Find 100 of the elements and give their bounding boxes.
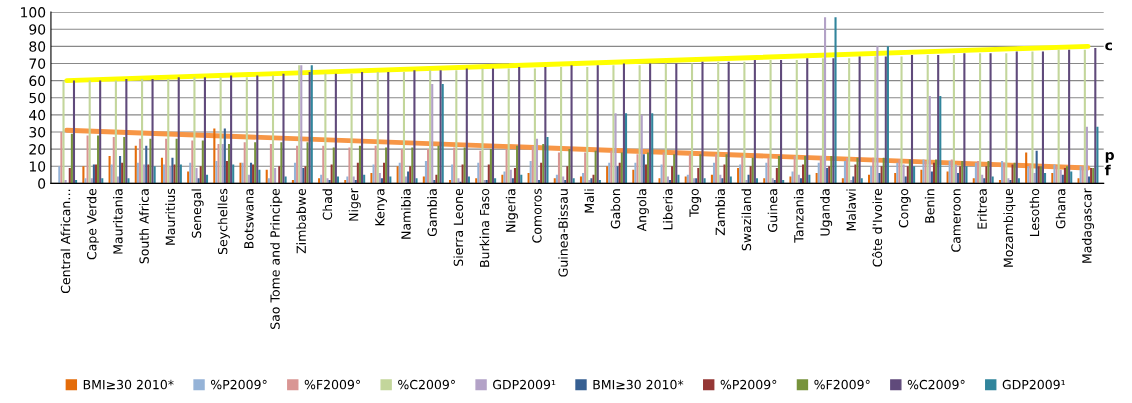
bar — [529, 161, 532, 184]
bar — [1035, 150, 1038, 184]
bar — [608, 162, 611, 184]
bar — [149, 138, 152, 184]
bar — [614, 113, 617, 184]
bar — [306, 142, 309, 184]
bar — [509, 169, 512, 184]
bar — [232, 164, 235, 184]
bar — [1085, 126, 1088, 184]
bar — [961, 161, 964, 184]
bar — [441, 84, 444, 184]
bar — [963, 53, 966, 184]
bar — [230, 75, 233, 184]
bar — [112, 137, 115, 184]
bar — [878, 173, 881, 184]
bar — [151, 78, 154, 184]
x-tick-label: Sao Tome and Principe — [270, 188, 283, 329]
bar — [780, 60, 783, 184]
bar — [725, 154, 728, 184]
bar — [632, 169, 635, 184]
y-tick-label: 20 — [29, 144, 46, 155]
bar — [167, 78, 170, 184]
x-tick-label: Angola — [636, 189, 649, 232]
bar — [979, 53, 982, 184]
bar — [854, 164, 857, 184]
bar — [431, 84, 434, 184]
bar — [596, 65, 599, 184]
x-tick-label: Eritrea — [977, 189, 987, 229]
bar — [959, 166, 962, 184]
bar — [1068, 49, 1071, 184]
bar — [213, 128, 216, 184]
bar — [1070, 171, 1073, 184]
bar — [721, 178, 724, 184]
bar — [926, 54, 929, 184]
bar — [97, 135, 100, 184]
x-tick-label: Ghana — [1055, 189, 1066, 229]
legend-label: %F2009° — [814, 379, 870, 390]
bar — [171, 157, 174, 184]
bar — [819, 155, 822, 184]
bar — [271, 75, 275, 184]
bar — [197, 178, 200, 184]
bar — [274, 167, 277, 184]
bar — [227, 143, 231, 184]
bar — [1005, 53, 1008, 184]
bar — [566, 166, 569, 184]
bar — [108, 155, 111, 184]
bar — [407, 171, 410, 184]
bar — [153, 166, 156, 184]
bar — [114, 80, 117, 184]
y-tick-label: 40 — [29, 109, 46, 121]
bar — [380, 178, 383, 184]
bar — [479, 150, 482, 184]
bar — [640, 114, 643, 184]
bar — [165, 138, 168, 184]
bar — [675, 63, 678, 184]
x-tick-label: Malawi — [846, 189, 856, 231]
bar — [701, 61, 704, 184]
bar — [119, 155, 122, 184]
bar — [832, 58, 835, 184]
bar — [753, 60, 756, 184]
bar — [806, 58, 809, 184]
bar — [481, 68, 484, 184]
bar — [717, 61, 720, 184]
bar — [199, 166, 202, 184]
x-tick-label: Uganda — [820, 189, 833, 236]
bar — [254, 142, 257, 184]
bar — [664, 63, 667, 184]
bar — [439, 70, 442, 184]
y-tick-label: 60 — [29, 75, 46, 87]
bar — [841, 178, 844, 184]
bar — [777, 155, 781, 184]
bar — [594, 150, 597, 184]
bar — [965, 166, 968, 184]
bar — [618, 162, 621, 184]
bar — [58, 166, 61, 184]
x-tick-label: Tanzania — [793, 189, 804, 243]
bar — [507, 68, 510, 184]
bar — [902, 164, 905, 184]
bar — [258, 169, 261, 184]
bar — [179, 164, 182, 184]
bar — [821, 58, 825, 184]
bar — [715, 154, 718, 184]
bar — [195, 167, 198, 184]
bar — [544, 66, 547, 184]
y-tick-label: 100 — [21, 7, 46, 18]
bar — [985, 166, 988, 184]
bar — [791, 171, 794, 184]
bar — [763, 178, 766, 184]
x-tick-label: Benin — [924, 189, 935, 223]
bar — [751, 157, 754, 184]
bar — [267, 178, 270, 184]
bar — [658, 178, 661, 184]
bar — [542, 143, 545, 184]
legend-label: %P2009° — [210, 379, 267, 390]
bar — [429, 70, 432, 184]
bar — [491, 68, 495, 184]
bar — [802, 164, 805, 184]
bar — [269, 143, 272, 184]
bar — [546, 137, 549, 184]
bar — [372, 164, 375, 184]
